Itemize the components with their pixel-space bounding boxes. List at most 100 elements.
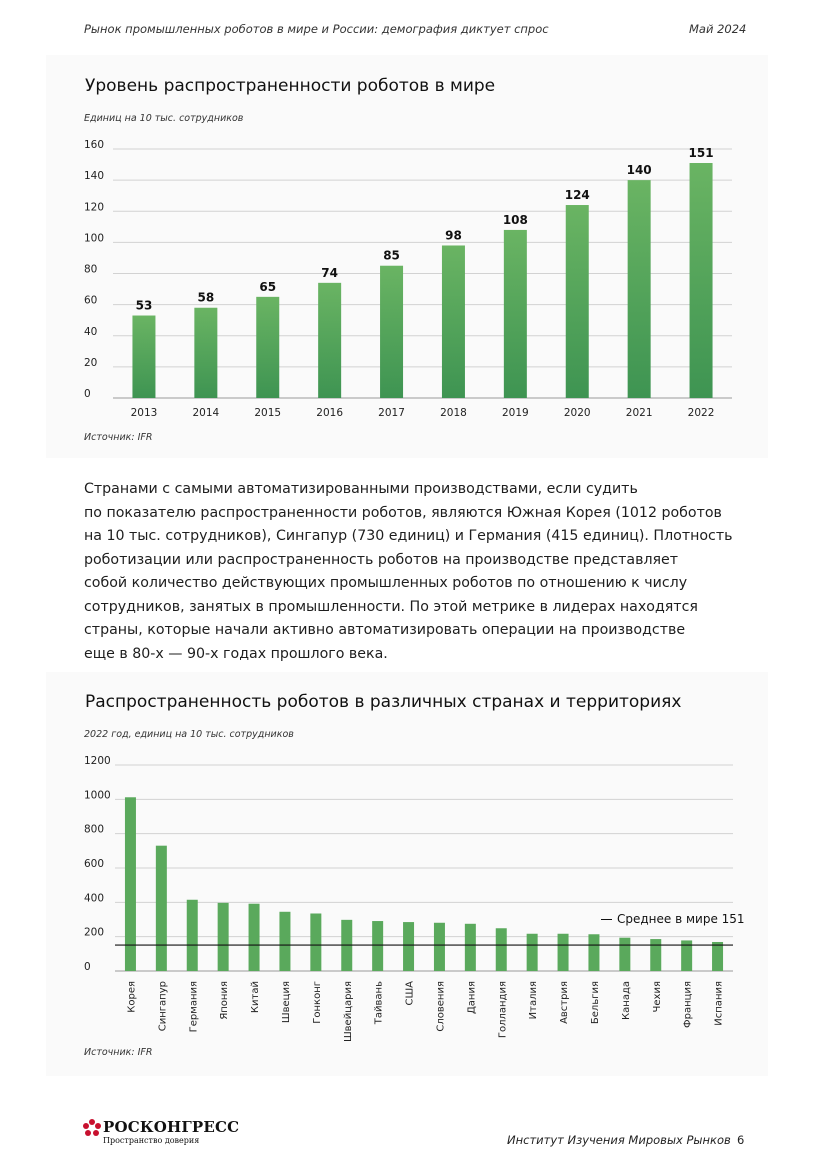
chart2-xtick-label: Швейцария — [343, 981, 354, 1042]
chart1-bar — [627, 180, 651, 398]
chart1-bar — [256, 296, 280, 398]
chart1-bar — [565, 205, 589, 398]
chart2-bar — [279, 911, 291, 971]
chart2-xtick-label: Тайвань — [374, 981, 385, 1025]
paragraph-line: еще в 80-х — 90-х годах прошлого века. — [84, 645, 388, 662]
chart1-data-label: 85 — [383, 249, 400, 263]
chart2-source: Источник: IFR — [84, 1047, 153, 1058]
chart1-ytick-label: 0 — [84, 388, 91, 400]
chart2-xtick-label: Корея — [126, 981, 137, 1013]
chart1-ytick-label: 140 — [84, 170, 104, 182]
chart2-xtick-label: Италия — [528, 981, 539, 1019]
chart2-xtick-label: Австрия — [559, 981, 570, 1024]
chart2-xtick-label: Испания — [714, 981, 725, 1026]
chart2-bar — [557, 933, 569, 971]
logo-tagline: Пространство доверия — [103, 1136, 200, 1145]
chart2-bar — [588, 934, 600, 971]
chart2-xtick-label: Словения — [435, 981, 446, 1032]
chart2-svg: 0 200 400 600 800 1000 1200 Корея Сингапур Герман… — [84, 755, 733, 1042]
chart1-data-label: 74 — [321, 266, 338, 280]
chart1-ytick-label: 100 — [84, 232, 104, 244]
chart2-bar — [155, 845, 167, 971]
chart2-xtick-label: Гонконг — [312, 981, 323, 1024]
paragraph-line: Странами с самыми автоматизированными пр… — [84, 481, 638, 497]
chart2-ytick-label: 0 — [84, 961, 91, 973]
chart2-xtick-label: Сингапур — [157, 981, 168, 1031]
chart2-ytick-label: 400 — [84, 892, 104, 904]
chart1-title: Уровень распространенности роботов в мир… — [85, 76, 496, 96]
logo-text: РОСКОНГРЕСС — [103, 1118, 240, 1136]
chart2-xtick-label: Китай — [250, 981, 261, 1013]
paragraph-line: собой количество действующих промышленны… — [84, 575, 688, 591]
chart2-ytick-label: 600 — [84, 858, 104, 870]
paragraph-line: страны, которые начали активно автоматиз… — [84, 622, 686, 638]
chart2-xtick-label: Швеция — [281, 981, 292, 1023]
chart1-bar — [503, 229, 527, 398]
chart1-ytick-label: 60 — [84, 295, 97, 307]
chart1-data-label: 124 — [565, 188, 590, 202]
chart2-xtick-label: Канада — [621, 981, 632, 1020]
chart1-xtick-label: 2018 — [440, 407, 467, 419]
reference-legend: Среднее в мире 151 — [601, 912, 745, 926]
chart1-source: Источник: IFR — [84, 432, 153, 443]
chart1-ytick-label: 20 — [84, 357, 97, 369]
chart1-xtick-label: 2014 — [192, 407, 219, 419]
footer-institute: Институт Изучения Мировых Рынков — [507, 1133, 731, 1147]
chart1-bar — [441, 245, 465, 398]
chart1-xtick-label: 2015 — [254, 407, 281, 419]
chart2-xtick-label: Япония — [219, 981, 230, 1020]
reference-legend-label: Среднее в мире 151 — [617, 912, 745, 926]
chart1-data-label: 53 — [136, 299, 153, 313]
chart2-xtick-label: Бельгия — [590, 981, 601, 1024]
chart2-ytick-label: 800 — [84, 824, 104, 836]
chart2-xtick-label: Голландия — [497, 981, 508, 1038]
chart1-xtick-label: 2016 — [316, 407, 343, 419]
chart2-bar — [526, 933, 538, 971]
chart1-xtick-label: 2021 — [626, 407, 653, 419]
chart2-bar — [712, 941, 724, 971]
chart1-ytick-label: 120 — [84, 201, 104, 213]
chart1-xtick-label: 2022 — [688, 407, 715, 419]
chart1-data-label: 98 — [445, 228, 462, 242]
chart1-ytick-label: 40 — [84, 326, 97, 338]
chart1-bar — [380, 265, 404, 398]
chart1-bar — [318, 282, 342, 398]
report-title: Рынок промышленных роботов в мире и Росс… — [84, 22, 549, 36]
chart2-xtick-label: Чехия — [652, 981, 663, 1012]
chart2-ytick-label: 200 — [84, 927, 104, 939]
chart1-data-label: 140 — [627, 163, 652, 177]
chart2-unit: 2022 год, единиц на 10 тыс. сотрудников — [84, 729, 294, 740]
chart1-svg: 0 20 40 60 80 100 120 140 160 53 2013 58 2014 65 2015 7… — [84, 139, 732, 419]
reference-legend-swatch — [601, 919, 612, 920]
body-paragraph: Странами с самыми автоматизированными пр… — [84, 478, 744, 666]
paragraph-line: роботизации или распространенность робот… — [84, 551, 679, 568]
chart2-bar — [403, 922, 415, 971]
chart1-ytick-label: 160 — [84, 139, 104, 151]
chart2-bar — [650, 939, 662, 971]
chart2-xtick-label: Германия — [188, 981, 199, 1032]
chart1-xtick-label: 2013 — [131, 407, 158, 419]
chart1-ytick-label: 80 — [84, 264, 97, 276]
chart1-data-label: 151 — [689, 146, 714, 160]
paragraph-line: по показателю распространенности роботов… — [84, 504, 722, 521]
chart1-bar — [689, 163, 713, 398]
chart1-data-label: 108 — [503, 213, 528, 227]
page-number: 6 — [737, 1133, 745, 1147]
chart1-xtick-label: 2020 — [564, 407, 591, 419]
chart2-bar — [464, 923, 476, 971]
report-date: Май 2024 — [689, 22, 747, 36]
chart2-bar — [248, 903, 260, 971]
chart2-bar — [681, 940, 693, 971]
chart1-data-label: 58 — [197, 291, 214, 305]
chart2-bar — [619, 937, 631, 971]
chart1-bar — [194, 307, 218, 398]
chart1-xtick-label: 2019 — [502, 407, 529, 419]
chart2-bar — [495, 928, 507, 971]
chart2-bar — [310, 913, 322, 971]
paragraph-line: сотрудников, занятых в промышленности. П… — [84, 598, 698, 615]
chart1-data-label: 65 — [259, 280, 276, 294]
chart1-bar — [132, 315, 156, 398]
roscongress-logo-icon — [82, 1118, 102, 1138]
chart1-xtick-label: 2017 — [378, 407, 405, 419]
chart2-bar — [372, 921, 384, 971]
